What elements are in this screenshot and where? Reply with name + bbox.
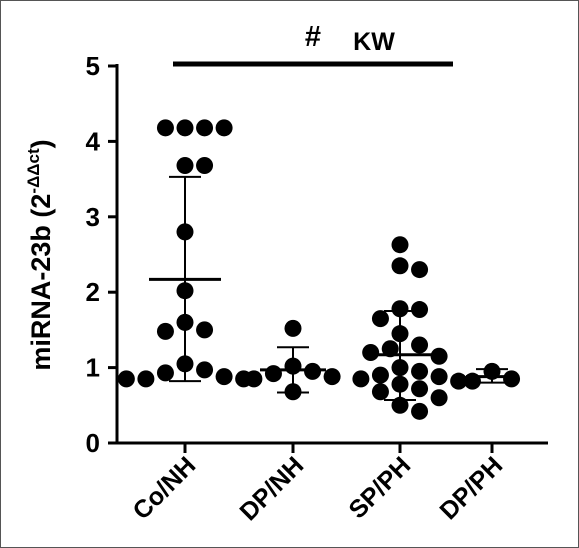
data-point-sp-ph	[352, 370, 370, 388]
data-point-co-nh	[196, 321, 214, 339]
data-point-co-nh	[156, 119, 174, 137]
x-ticks: Co/NH DP/NH SP/PH DP/PH	[127, 443, 508, 526]
axes	[115, 64, 548, 445]
data-point-dp-nh	[284, 319, 302, 337]
data-point-co-nh	[196, 119, 214, 137]
data-point-sp-ph	[411, 301, 429, 319]
data-point-co-nh	[176, 119, 194, 137]
y-axis-label-superscript: -ΔΔct	[24, 148, 43, 194]
y-tick-label: 1	[86, 353, 100, 383]
data-point-dp-nh	[245, 370, 263, 388]
data-point-co-nh	[196, 157, 214, 175]
data-point-co-nh	[156, 364, 174, 382]
x-tick-label: Co/NH	[127, 451, 201, 525]
data-point-sp-ph	[411, 402, 429, 420]
x-tick-label: DP/NH	[234, 451, 309, 526]
data-point-sp-ph	[371, 366, 389, 384]
data-point-co-nh	[156, 322, 174, 340]
data-point-co-nh	[137, 370, 155, 388]
y-ticks: 0 1 2 3 4 5	[86, 51, 117, 458]
data-point-sp-ph	[391, 396, 409, 414]
y-tick-label: 0	[86, 428, 100, 458]
data-points	[117, 119, 521, 420]
data-point-sp-ph	[450, 372, 468, 390]
y-tick-label: 4	[86, 126, 101, 156]
data-point-sp-ph	[371, 310, 389, 328]
data-point-sp-ph	[362, 344, 380, 362]
data-point-sp-ph	[381, 340, 399, 358]
data-point-co-nh	[117, 370, 135, 388]
data-point-sp-ph	[411, 362, 429, 380]
y-axis-label: miRNA-23b (2-ΔΔct)	[24, 139, 56, 370]
data-point-sp-ph	[411, 336, 429, 354]
data-point-sp-ph	[411, 261, 429, 279]
y-tick-label: 3	[86, 202, 100, 232]
data-point-sp-ph	[411, 380, 429, 398]
significance-label: KW	[353, 28, 395, 56]
data-point-dp-nh	[323, 368, 341, 386]
data-point-co-nh	[176, 157, 194, 175]
data-point-co-nh	[196, 361, 214, 379]
data-point-sp-ph	[371, 383, 389, 401]
x-tick-label: SP/PH	[343, 451, 416, 524]
data-point-sp-ph	[391, 236, 409, 254]
data-point-sp-ph	[391, 257, 409, 275]
data-point-dp-ph	[503, 370, 521, 388]
y-tick-label: 2	[86, 277, 100, 307]
significance-annotation: # KW	[173, 21, 453, 67]
x-tick-label: DP/PH	[434, 451, 508, 525]
data-point-sp-ph	[430, 368, 448, 386]
data-point-dp-nh	[304, 362, 322, 380]
y-tick-label: 5	[86, 51, 100, 81]
data-point-co-nh	[215, 119, 233, 137]
significance-symbol: #	[305, 21, 321, 53]
data-point-sp-ph	[391, 300, 409, 318]
data-point-co-nh	[215, 368, 233, 386]
data-point-sp-ph	[430, 347, 448, 365]
data-point-dp-nh	[264, 365, 282, 383]
y-axis-label-main: miRNA-23b (2	[26, 194, 56, 371]
mean-sd-bars	[149, 175, 518, 402]
y-axis-label-close: )	[26, 139, 56, 148]
data-point-sp-ph	[430, 389, 448, 407]
